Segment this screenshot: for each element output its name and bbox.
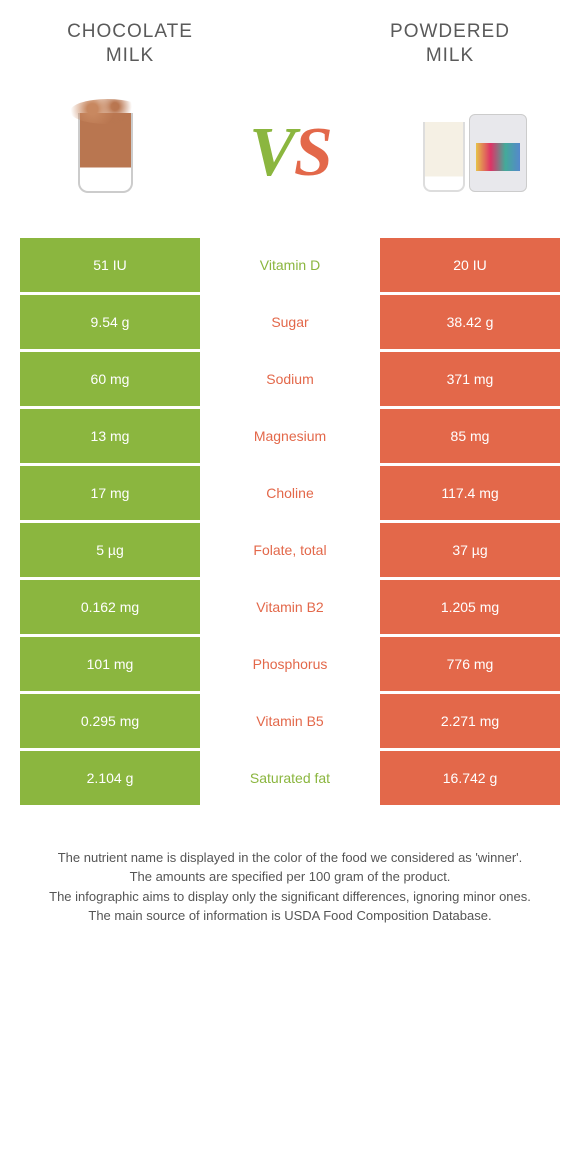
vs-label: VS [249, 113, 331, 193]
right-title-line1: POWDERED [390, 21, 510, 42]
header: CHOCOLATE MILK POWDERED MILK [0, 0, 580, 78]
left-title-line1: CHOCOLATE [67, 21, 193, 42]
table-row: 5 µgFolate, total37 µg [20, 523, 560, 577]
right-title-line2: MILK [426, 45, 474, 66]
table-row: 101 mgPhosphorus776 mg [20, 637, 560, 691]
images-row: VS [0, 78, 580, 238]
table-row: 60 mgSodium371 mg [20, 352, 560, 406]
vs-v: V [249, 114, 294, 191]
left-value-cell: 13 mg [20, 409, 200, 463]
chocolate-milk-icon [40, 88, 170, 218]
nutrient-label-cell: Folate, total [200, 523, 380, 577]
infographic: CHOCOLATE MILK POWDERED MILK VS 51 IUVit… [0, 0, 580, 951]
nutrient-label-cell: Magnesium [200, 409, 380, 463]
nutrient-table: 51 IUVitamin D20 IU9.54 gSugar38.42 g60 … [0, 238, 580, 805]
right-value-cell: 38.42 g [380, 295, 560, 349]
table-row: 9.54 gSugar38.42 g [20, 295, 560, 349]
left-value-cell: 0.162 mg [20, 580, 200, 634]
note-line: The amounts are specified per 100 gram o… [25, 867, 555, 887]
powdered-milk-icon [410, 88, 540, 218]
nutrient-label-cell: Vitamin D [200, 238, 380, 292]
left-value-cell: 60 mg [20, 352, 200, 406]
right-value-cell: 85 mg [380, 409, 560, 463]
left-value-cell: 5 µg [20, 523, 200, 577]
right-value-cell: 20 IU [380, 238, 560, 292]
table-row: 0.295 mgVitamin B52.271 mg [20, 694, 560, 748]
left-value-cell: 9.54 g [20, 295, 200, 349]
nutrient-label-cell: Sugar [200, 295, 380, 349]
vs-s: S [294, 114, 331, 191]
left-value-cell: 101 mg [20, 637, 200, 691]
right-value-cell: 37 µg [380, 523, 560, 577]
table-row: 13 mgMagnesium85 mg [20, 409, 560, 463]
right-value-cell: 1.205 mg [380, 580, 560, 634]
note-line: The infographic aims to display only the… [25, 887, 555, 907]
nutrient-label-cell: Sodium [200, 352, 380, 406]
left-title-line2: MILK [106, 45, 154, 66]
nutrient-label-cell: Vitamin B2 [200, 580, 380, 634]
nutrient-label-cell: Phosphorus [200, 637, 380, 691]
left-value-cell: 2.104 g [20, 751, 200, 805]
right-food-title: POWDERED MILK [360, 20, 540, 68]
left-food-title: CHOCOLATE MILK [40, 20, 220, 68]
footnotes: The nutrient name is displayed in the co… [0, 808, 580, 951]
table-row: 0.162 mgVitamin B21.205 mg [20, 580, 560, 634]
right-value-cell: 776 mg [380, 637, 560, 691]
table-row: 51 IUVitamin D20 IU [20, 238, 560, 292]
table-row: 2.104 gSaturated fat16.742 g [20, 751, 560, 805]
nutrient-label-cell: Saturated fat [200, 751, 380, 805]
left-value-cell: 0.295 mg [20, 694, 200, 748]
table-row: 17 mgCholine117.4 mg [20, 466, 560, 520]
right-value-cell: 16.742 g [380, 751, 560, 805]
left-value-cell: 17 mg [20, 466, 200, 520]
left-value-cell: 51 IU [20, 238, 200, 292]
right-value-cell: 2.271 mg [380, 694, 560, 748]
nutrient-label-cell: Choline [200, 466, 380, 520]
right-value-cell: 117.4 mg [380, 466, 560, 520]
note-line: The main source of information is USDA F… [25, 906, 555, 926]
right-value-cell: 371 mg [380, 352, 560, 406]
note-line: The nutrient name is displayed in the co… [25, 848, 555, 868]
nutrient-label-cell: Vitamin B5 [200, 694, 380, 748]
